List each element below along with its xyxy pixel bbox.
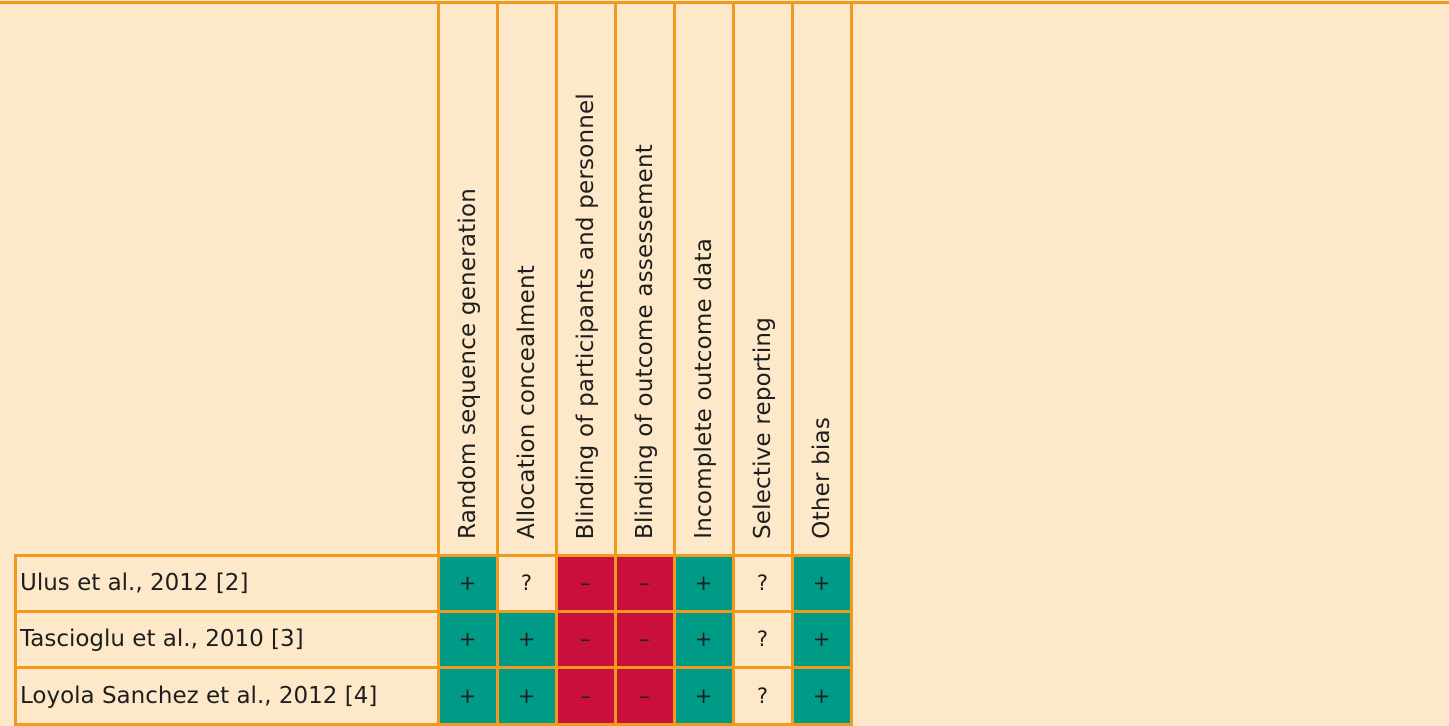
column-divider <box>673 3 676 726</box>
rating-cell: – <box>615 611 674 667</box>
study-label: Ulus et al., 2012 [2] <box>20 570 249 596</box>
rating-cell: + <box>674 611 733 667</box>
row-divider <box>14 554 853 557</box>
column-divider <box>614 3 617 726</box>
rating-cell: + <box>792 667 851 724</box>
table-top-border <box>0 1 1449 4</box>
domain-header-label: Incomplete outcome data <box>690 238 717 539</box>
domain-header-label: Blinding of participants and personnel <box>572 92 599 539</box>
rating-cell: – <box>556 611 615 667</box>
domain-header-label: Allocation concealment <box>513 265 540 539</box>
rating-cell: – <box>615 555 674 611</box>
domain-header: Blinding of participants and personnel <box>556 3 615 555</box>
rating-cell: + <box>438 555 497 611</box>
domain-header-label: Random sequence generation <box>454 188 481 539</box>
rating-cell: ? <box>756 683 769 708</box>
column-divider <box>850 3 853 726</box>
rating-cell: + <box>497 611 556 667</box>
row-divider <box>14 610 853 613</box>
rating-cell: + <box>792 555 851 611</box>
rating-cell: + <box>438 667 497 724</box>
column-divider <box>732 3 735 726</box>
domain-header: Other bias <box>792 3 851 555</box>
row-divider <box>14 666 853 669</box>
rating-cell: ? <box>756 627 769 651</box>
rating-cell: + <box>497 667 556 724</box>
rating-cell: – <box>615 667 674 724</box>
column-divider <box>496 3 499 726</box>
domain-header: Allocation concealment <box>497 3 556 555</box>
rating-cell: + <box>674 667 733 724</box>
study-label: Tascioglu et al., 2010 [3] <box>20 626 304 652</box>
rating-cell: – <box>556 667 615 724</box>
table-left-border <box>14 554 17 725</box>
rating-cell: – <box>556 555 615 611</box>
table-bottom-border <box>14 723 853 726</box>
domain-header: Blinding of outcome assessement <box>615 3 674 555</box>
study-label: Loyola Sanchez et al., 2012 [4] <box>20 682 378 709</box>
column-divider <box>791 3 794 726</box>
rating-cell: ? <box>520 571 533 595</box>
column-divider <box>437 3 440 726</box>
domain-header: Selective reporting <box>733 3 792 555</box>
domain-header-label: Selective reporting <box>749 316 776 539</box>
domain-header-label: Blinding of outcome assessement <box>631 143 658 539</box>
rating-cell: ? <box>756 571 769 595</box>
domain-header: Random sequence generation <box>438 3 497 555</box>
domain-header: Incomplete outcome data <box>674 3 733 555</box>
rating-cell: + <box>792 611 851 667</box>
rating-cell: + <box>674 555 733 611</box>
column-divider <box>555 3 558 726</box>
rating-cell: + <box>438 611 497 667</box>
domain-header-label: Other bias <box>808 417 835 539</box>
